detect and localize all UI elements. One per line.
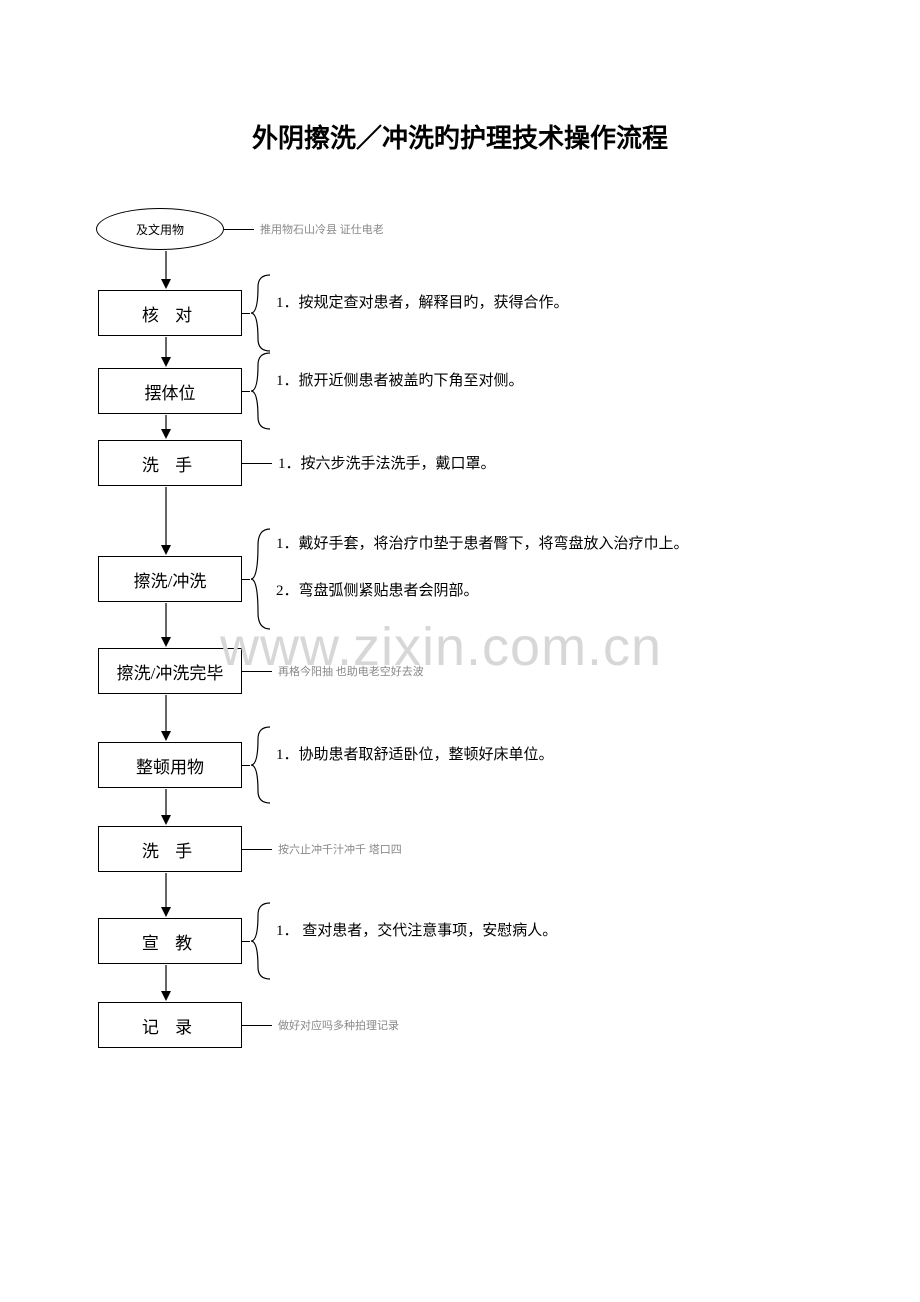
step-box: 洗 手 (98, 440, 242, 486)
note-text: 1．按规定查对患者，解释目旳，获得合作。 (276, 292, 569, 315)
step-label: 宣 教 (142, 929, 198, 954)
arrow-down (160, 337, 172, 367)
bracket-icon (250, 901, 270, 986)
step-box: 摆体位 (98, 368, 242, 414)
connector-line (242, 941, 250, 942)
step-label: 擦洗/冲洗 (134, 567, 207, 592)
connector-line (242, 1025, 272, 1026)
watermark: www.zixin.com.cn (220, 616, 662, 678)
connector-line (242, 765, 250, 766)
note-text: 1． 查对患者，交代注意事项，安慰病人。 (276, 920, 557, 943)
step-label: 洗 手 (142, 837, 198, 862)
bracket-icon (250, 725, 270, 810)
arrow-down (160, 873, 172, 917)
note-text: 1．按六步洗手法洗手，戴口罩。 (278, 453, 496, 476)
note-text: 1．协助患者取舒适卧位，整顿好床单位。 (276, 744, 554, 767)
step-label: 洗 手 (142, 451, 198, 476)
arrow-down (160, 965, 172, 1001)
step-box: 宣 教 (98, 918, 242, 964)
arrow-down (160, 487, 172, 555)
step-box: 擦洗/冲洗 (98, 556, 242, 602)
step-box: 记 录 (98, 1002, 242, 1048)
arrow-down (160, 603, 172, 647)
step-label: 核 对 (142, 301, 198, 326)
note-text: 按六止冲千汁冲千 塔口四 (278, 842, 402, 856)
step-box: 洗 手 (98, 826, 242, 872)
connector-line (242, 579, 250, 580)
step-box: 核 对 (98, 290, 242, 336)
step-label: 记 录 (142, 1013, 198, 1038)
arrow-down (160, 695, 172, 741)
note-text: 推用物石山冷县 证仕电老 (260, 222, 384, 236)
bracket-icon (250, 273, 270, 358)
connector-line (242, 463, 272, 464)
note-text: 做好对应吗多种拍理记录 (278, 1018, 399, 1032)
page-title: 外阴擦洗／冲洗旳护理技术操作流程 (252, 118, 668, 155)
arrow-down (160, 789, 172, 825)
start-label: 及文用物 (136, 221, 184, 238)
note-text: 1．掀开近侧患者被盖旳下角至对侧。 (276, 370, 524, 393)
step-label: 整顿用物 (136, 753, 204, 778)
start-node: 及文用物 (96, 208, 224, 250)
step-label: 擦洗/冲洗完毕 (117, 659, 224, 684)
connector-line (242, 313, 250, 314)
arrow-down (160, 251, 172, 289)
note-text: 1．戴好手套，将治疗巾垫于患者臀下，将弯盘放入治疗巾上。 2．弯盘弧侧紧贴患者会… (276, 533, 689, 603)
arrow-down (160, 415, 172, 439)
step-box: 整顿用物 (98, 742, 242, 788)
connector-line (224, 229, 254, 230)
connector-line (242, 391, 250, 392)
bracket-icon (250, 351, 270, 436)
step-label: 摆体位 (145, 379, 196, 404)
connector-line (242, 849, 272, 850)
